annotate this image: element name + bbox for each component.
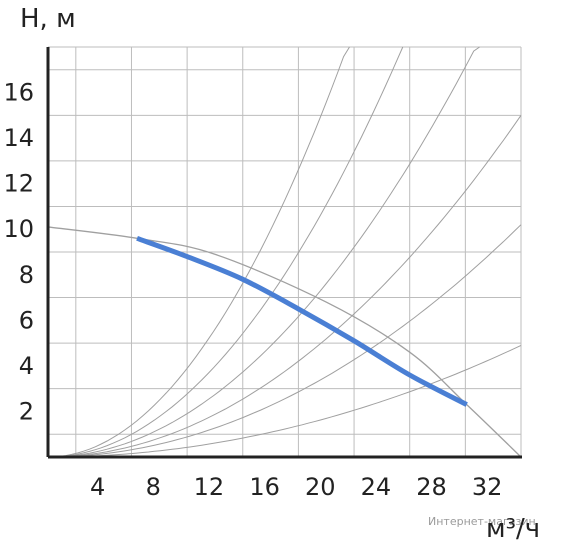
system-curve-line	[47, 46, 480, 458]
pump-reference-curve	[47, 226, 522, 458]
x-tick-label: 12	[194, 473, 225, 501]
x-tick-label: 20	[305, 473, 336, 501]
x-tick-label: 24	[361, 473, 392, 501]
system-parabolas	[47, 46, 522, 458]
x-tick-label: 28	[416, 473, 447, 501]
system-curve-line	[47, 115, 522, 458]
y-tick-label: 12	[3, 170, 34, 198]
y-tick-label: 6	[19, 306, 34, 334]
y-axis-title: H, м	[20, 4, 76, 34]
system-curve-line	[48, 344, 522, 458]
x-tick-label: 32	[472, 473, 503, 501]
system-curve-line	[48, 224, 522, 458]
system-curve-line	[47, 46, 350, 458]
watermark-text: Интернет-магазин	[428, 515, 536, 528]
axes	[46, 47, 522, 459]
falling-reference-curve	[47, 226, 522, 458]
y-tick-label: 16	[3, 79, 34, 107]
x-tick-labels: 4 8 12 16 20 24 28 32	[90, 473, 502, 501]
grid	[48, 46, 522, 457]
y-tick-labels: 2 4 6 8 10 12 14 16	[3, 79, 34, 426]
x-tick-label: 16	[249, 473, 280, 501]
series-group	[136, 235, 468, 407]
x-tick-label: 4	[90, 473, 105, 501]
y-tick-label: 10	[3, 215, 34, 243]
y-tick-label: 14	[3, 124, 34, 152]
system-curve-line	[47, 46, 404, 458]
pump-performance-curve	[136, 235, 468, 407]
y-tick-label: 8	[19, 261, 34, 289]
y-tick-label: 2	[19, 397, 34, 425]
x-tick-label: 8	[146, 473, 161, 501]
x-axis-title: м³/ч	[486, 514, 540, 544]
y-tick-label: 4	[19, 352, 34, 380]
